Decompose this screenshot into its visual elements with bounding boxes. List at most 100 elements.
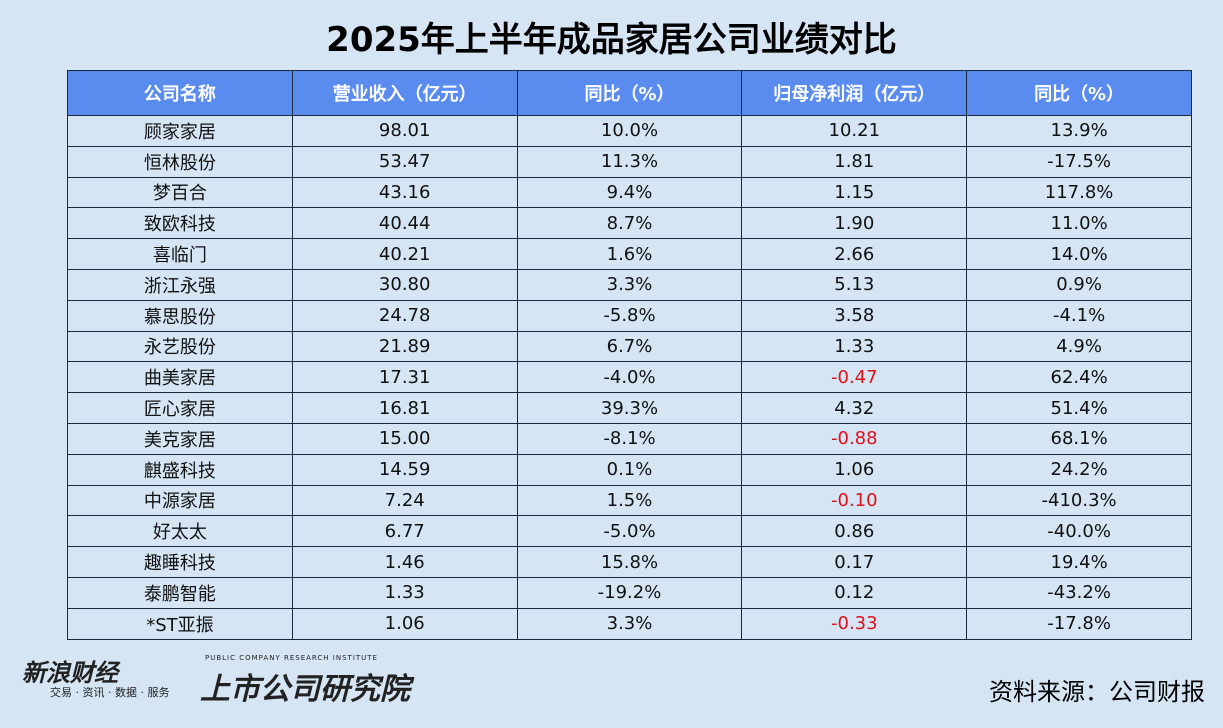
table-cell: 3.58 [741, 299, 968, 332]
table-cell: 1.6% [516, 238, 743, 270]
table-cell: 美克家居 [67, 422, 293, 455]
table-cell: 62.4% [966, 361, 1192, 394]
column-header: 同比（%） [516, 70, 743, 116]
table-cell: 0.12 [741, 576, 968, 609]
table-cell: 40.44 [291, 207, 518, 240]
table-cell: -5.8% [516, 299, 743, 332]
table-cell: 0.17 [741, 546, 968, 578]
table-cell: -0.33 [741, 607, 968, 640]
table-cell: 19.4% [966, 546, 1192, 578]
table-cell: 2.66 [741, 238, 968, 270]
table-row: 美克家居 15.00 -8.1% -0.88 68.1% [67, 422, 1192, 455]
table-cell: 6.77 [291, 515, 518, 548]
table-cell: 1.33 [741, 330, 968, 363]
table-cell: 4.32 [741, 392, 968, 424]
table-row: 中源家居 7.24 1.5% -0.10 -410.3% [67, 484, 1192, 517]
table-cell: 匠心家居 [67, 392, 293, 424]
logo-institute: 上市公司研究院 [200, 672, 410, 707]
table-cell: 39.3% [516, 392, 743, 424]
table-cell: 慕思股份 [67, 299, 293, 332]
table-cell: 8.7% [516, 207, 743, 240]
table-cell: -4.0% [516, 361, 743, 394]
column-header: 同比（%） [966, 70, 1192, 116]
table-cell: 1.15 [741, 176, 968, 209]
table-cell: 14.0% [966, 238, 1192, 270]
table-row: 匠心家居 16.81 39.3% 4.32 51.4% [67, 392, 1192, 424]
table-row: 顾家家居 98.01 10.0% 10.21 13.9% [67, 115, 1192, 147]
table-cell: 3.3% [516, 268, 743, 301]
table-row: 慕思股份 24.78 -5.8% 3.58 -4.1% [67, 299, 1192, 332]
table-row: 曲美家居 17.31 -4.0% -0.47 62.4% [67, 361, 1192, 394]
source: 资料来源：公司财报 [989, 678, 1205, 706]
table-cell: 14.59 [291, 453, 518, 486]
table-cell: 53.47 [291, 145, 518, 178]
table-cell: 梦百合 [67, 176, 293, 209]
table-cell: 1.06 [741, 453, 968, 486]
table-cell: 11.3% [516, 145, 743, 178]
table-row: 麒盛科技 14.59 0.1% 1.06 24.2% [67, 453, 1192, 486]
table-cell: 麒盛科技 [67, 453, 293, 486]
table-cell: -17.8% [966, 607, 1192, 640]
logo-sina: 新浪财经 [22, 659, 118, 687]
table-cell: 6.7% [516, 330, 743, 363]
table-cell: -5.0% [516, 515, 743, 548]
column-header: 归母净利润（亿元） [741, 70, 968, 116]
table-cell: 1.06 [291, 607, 518, 640]
table-cell: -410.3% [966, 484, 1192, 517]
table-row: 趣睡科技 1.46 15.8% 0.17 19.4% [67, 546, 1192, 578]
table-cell: 11.0% [966, 207, 1192, 240]
table-cell: 10.0% [516, 115, 743, 147]
table-cell: 13.9% [966, 115, 1192, 147]
table-cell: 21.89 [291, 330, 518, 363]
table-cell: 永艺股份 [67, 330, 293, 363]
table-cell: 致欧科技 [67, 207, 293, 240]
table-cell: 7.24 [291, 484, 518, 517]
table-cell: -43.2% [966, 576, 1192, 609]
table-cell: 1.81 [741, 145, 968, 178]
table-body: 顾家家居 98.01 10.0% 10.21 13.9% 恒林股份 53.47 11.3% 1.… [67, 115, 1192, 640]
table-cell: 浙江永强 [67, 268, 293, 301]
table: 公司名称 营业收入（亿元） 同比（%） 归母净利润（亿元） 同比（%） 顾家家居 98.01… [67, 70, 1192, 640]
table-cell: -19.2% [516, 576, 743, 609]
table-cell: 0.9% [966, 268, 1192, 301]
table-cell: 0.86 [741, 515, 968, 548]
table-cell: 1.46 [291, 546, 518, 578]
table-cell: 15.00 [291, 422, 518, 455]
logo-institute-sub: PUBLIC COMPANY RESEARCH INSTITUTE [205, 654, 378, 662]
table-cell: 15.8% [516, 546, 743, 578]
table-row: 致欧科技 40.44 8.7% 1.90 11.0% [67, 207, 1192, 240]
table-cell: 24.2% [966, 453, 1192, 486]
table-cell: 117.8% [966, 176, 1192, 209]
table-cell: -0.10 [741, 484, 968, 517]
table-cell: 顾家家居 [67, 115, 293, 147]
table-cell: 中源家居 [67, 484, 293, 517]
table-cell: 30.80 [291, 268, 518, 301]
header-row: 公司名称 营业收入（亿元） 同比（%） 归母净利润（亿元） 同比（%） [67, 70, 1192, 116]
table-cell: -17.5% [966, 145, 1192, 178]
column-header: 营业收入（亿元） [291, 70, 518, 116]
table-row: 好太太 6.77 -5.0% 0.86 -40.0% [67, 515, 1192, 548]
table-cell: 曲美家居 [67, 361, 293, 394]
table-cell: 10.21 [741, 115, 968, 147]
table-cell: -8.1% [516, 422, 743, 455]
table-cell: 98.01 [291, 115, 518, 147]
table-cell: -0.47 [741, 361, 968, 394]
table-cell: 1.33 [291, 576, 518, 609]
table-cell: 泰鹏智能 [67, 576, 293, 609]
table-row: 浙江永强 30.80 3.3% 5.13 0.9% [67, 268, 1192, 301]
table-cell: 24.78 [291, 299, 518, 332]
table-cell: -4.1% [966, 299, 1192, 332]
table-cell: 1.90 [741, 207, 968, 240]
table-row: *ST亚振 1.06 3.3% -0.33 -17.8% [67, 607, 1192, 640]
table-cell: 5.13 [741, 268, 968, 301]
table-cell: 40.21 [291, 238, 518, 270]
table-cell: 9.4% [516, 176, 743, 209]
table-row: 喜临门 40.21 1.6% 2.66 14.0% [67, 238, 1192, 270]
table-cell: 趣睡科技 [67, 546, 293, 578]
table-cell: 4.9% [966, 330, 1192, 363]
table-cell: -40.0% [966, 515, 1192, 548]
table-cell: 68.1% [966, 422, 1192, 455]
table-cell: 43.16 [291, 176, 518, 209]
table-cell: 51.4% [966, 392, 1192, 424]
